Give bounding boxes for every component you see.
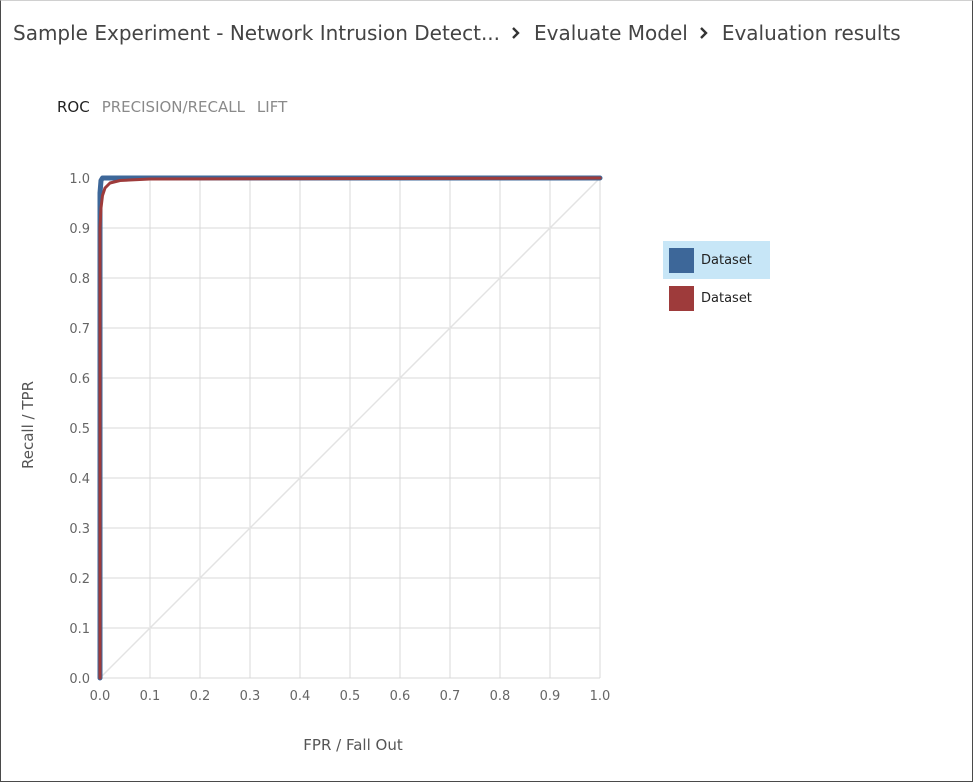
y-tick-label: 1.0 — [69, 172, 90, 187]
y-tick-label: 0.5 — [69, 422, 90, 437]
breadcrumb-experiment-link[interactable]: Sample Experiment - Network Intrusion De… — [13, 21, 501, 45]
x-tick-label: 0.6 — [390, 689, 411, 704]
breadcrumb-evaluate-model-link[interactable]: Evaluate Model — [534, 21, 688, 45]
tab-roc[interactable]: ROC — [57, 98, 90, 116]
x-tick-label: 0.2 — [190, 689, 211, 704]
y-tick-label: 0.3 — [69, 522, 90, 537]
y-tick-label: 0.8 — [69, 272, 90, 287]
chart-grid — [99, 177, 601, 679]
x-tick-label: 1.0 — [590, 689, 611, 704]
chevron-right-icon — [512, 27, 520, 39]
x-axis-ticks: 0.0 0.1 0.2 0.3 0.4 0.5 0.6 0.7 0.8 0.9 1.0 — [90, 689, 611, 704]
y-tick-label: 0.7 — [69, 322, 90, 337]
x-tick-label: 0.4 — [290, 689, 311, 704]
chart-tabs: ROC PRECISION/RECALL LIFT — [57, 98, 287, 116]
x-tick-label: 0.5 — [340, 689, 361, 704]
tab-precision-recall[interactable]: PRECISION/RECALL — [101, 98, 245, 116]
x-axis-title: FPR / Fall Out — [303, 736, 403, 754]
legend-swatch — [669, 247, 694, 273]
x-tick-label: 0.1 — [140, 689, 161, 704]
legend-label: Dataset — [701, 290, 752, 306]
chart-legend: Dataset Dataset — [663, 241, 770, 317]
tab-lift[interactable]: LIFT — [256, 98, 288, 116]
legend-swatch — [669, 285, 694, 311]
y-tick-label: 0.9 — [69, 222, 90, 237]
legend-label: Dataset — [701, 252, 752, 268]
y-tick-label: 0.2 — [69, 572, 90, 587]
y-axis-title: Recall / TPR — [19, 381, 37, 469]
legend-item-dataset-1[interactable]: Dataset — [663, 241, 770, 279]
roc-curve-2 — [98, 176, 602, 680]
chart-series — [97, 175, 603, 681]
legend-item-dataset-2[interactable]: Dataset — [663, 279, 770, 317]
x-tick-label: 0.7 — [440, 689, 461, 704]
y-tick-label: 0.6 — [69, 372, 90, 387]
y-tick-label: 0.0 — [69, 672, 90, 687]
breadcrumb: Sample Experiment - Network Intrusion De… — [13, 18, 901, 48]
y-tick-label: 0.4 — [69, 472, 90, 487]
breadcrumb-current-page: Evaluation results — [721, 21, 901, 45]
y-tick-label: 0.1 — [69, 622, 90, 637]
x-tick-label: 0.9 — [540, 689, 561, 704]
x-tick-label: 0.0 — [90, 689, 111, 704]
x-tick-label: 0.8 — [490, 689, 511, 704]
diagonal-reference-line — [99, 177, 601, 679]
chevron-right-icon — [699, 27, 708, 39]
x-tick-label: 0.3 — [240, 689, 261, 704]
y-axis-ticks: 0.0 0.1 0.2 0.3 0.4 0.5 0.6 0.7 0.8 0.9 1.0 — [69, 172, 90, 687]
